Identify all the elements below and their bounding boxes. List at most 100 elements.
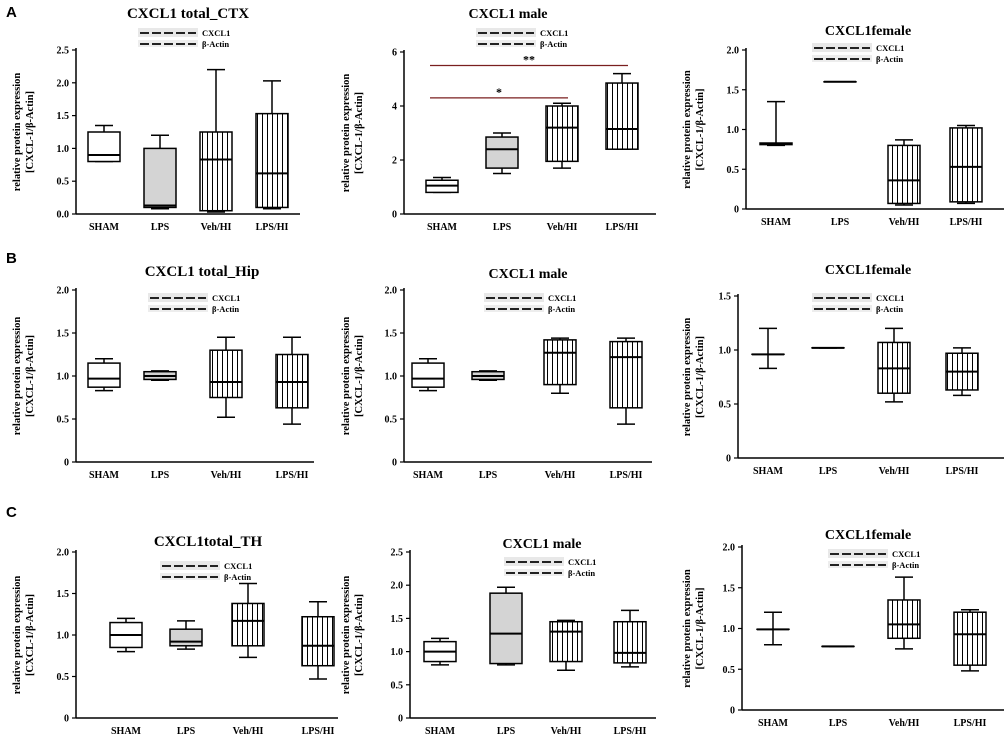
y-tick-label: 1.0 xyxy=(719,346,732,357)
box-lps-hi xyxy=(613,609,647,668)
blot-label-cxcl1: CXCL1 xyxy=(876,293,904,303)
y-tick-label: 1.0 xyxy=(57,372,70,383)
box-iqr xyxy=(545,105,579,163)
y-tick-label: 0 xyxy=(64,714,69,725)
box-sham xyxy=(87,124,121,163)
chart-title: CXCL1 male xyxy=(503,537,582,552)
box-lps-hi xyxy=(255,80,289,210)
x-category-label: Veh/HI xyxy=(547,222,578,233)
x-category-label: Veh/HI xyxy=(545,470,576,481)
blot-label-actin: β-Actin xyxy=(202,39,229,49)
y-axis-label: relative protein expression [CXCL-1/β-Act… xyxy=(682,569,706,688)
box-veh-hi xyxy=(209,336,243,419)
y-tick-label: 0 xyxy=(734,205,739,216)
y-axis-label: relative protein expression [CXCL-1/β-Act… xyxy=(682,318,706,437)
box-lps xyxy=(143,134,177,210)
box-sham xyxy=(411,358,445,392)
x-category-label: LPS/HI xyxy=(276,470,309,481)
x-category-label: SHAM xyxy=(89,222,120,233)
box-lps-hi xyxy=(605,72,639,150)
box-veh-hi xyxy=(887,139,921,206)
significance-marker: ** xyxy=(523,53,535,67)
chart-title: CXCL1female xyxy=(825,263,911,278)
x-category-label: LPS/HI xyxy=(954,718,987,729)
y-tick-label: 6 xyxy=(392,48,397,59)
y-tick-label: 1.0 xyxy=(57,631,70,642)
box-iqr xyxy=(199,131,233,212)
x-category-label: LPS xyxy=(497,726,516,737)
y-tick-label: 1.5 xyxy=(57,111,70,122)
box-iqr xyxy=(231,602,265,647)
box-veh-hi xyxy=(231,582,265,659)
x-category-label: LPS xyxy=(831,217,850,228)
y-axis-label-line1: relative protein expression xyxy=(682,70,693,189)
blot-label-cxcl1: CXCL1 xyxy=(876,43,904,53)
blot-label-actin: β-Actin xyxy=(224,572,251,582)
box-veh-hi xyxy=(877,327,911,403)
y-tick-label: 4 xyxy=(392,102,397,113)
x-category-label: LPS xyxy=(479,470,498,481)
box-iqr xyxy=(887,599,921,640)
x-category-label: Veh/HI xyxy=(879,466,910,477)
box-sham xyxy=(87,358,121,392)
chart-title: CXCL1female xyxy=(825,528,911,543)
y-axis-label: relative protein expression [CXCL-1/β-Act… xyxy=(12,317,36,436)
y-axis-label: relative protein expression [CXCL-1/β-Act… xyxy=(341,317,365,436)
box-iqr xyxy=(143,147,177,209)
y-tick-label: 1.0 xyxy=(385,372,398,383)
blot-label-cxcl1: CXCL1 xyxy=(212,293,240,303)
blot-label-actin: β-Actin xyxy=(568,568,595,578)
y-axis-label-line1: relative protein expression xyxy=(12,576,23,695)
y-tick-label: 0 xyxy=(392,210,397,221)
box-sham xyxy=(759,100,793,147)
box-sham xyxy=(751,327,785,370)
panel-label-a: A xyxy=(6,4,17,21)
y-tick-label: 0.5 xyxy=(57,672,70,683)
box-iqr xyxy=(489,592,523,665)
y-tick-label: 1.5 xyxy=(719,292,732,303)
y-tick-label: 2.0 xyxy=(723,543,736,554)
box-veh-hi xyxy=(199,68,233,213)
y-axis-label-line1: relative protein expression xyxy=(341,576,352,695)
box-iqr xyxy=(255,112,289,209)
y-tick-label: 2.0 xyxy=(385,286,398,297)
box-lps-hi xyxy=(301,601,335,680)
blot-label-actin: β-Actin xyxy=(892,560,919,570)
y-axis-label: relative protein expression [CXCL-1/β-Act… xyxy=(341,74,365,193)
y-tick-label: 0.5 xyxy=(727,165,740,176)
x-category-label: SHAM xyxy=(425,726,456,737)
y-tick-label: 2 xyxy=(392,156,397,167)
box-lps-hi xyxy=(945,347,979,397)
x-category-label: SHAM xyxy=(413,470,444,481)
x-category-label: Veh/HI xyxy=(889,718,920,729)
chart-title: CXCL1 total_Hip xyxy=(145,264,260,280)
box-iqr xyxy=(87,362,121,388)
x-category-label: LPS/HI xyxy=(614,726,647,737)
y-axis-label-line1: relative protein expression xyxy=(12,73,23,192)
box-iqr xyxy=(543,339,577,386)
y-axis-label: relative protein expression [CXCL-1/β-Act… xyxy=(12,73,36,192)
x-category-label: LPS xyxy=(177,726,196,737)
x-category-label: Veh/HI xyxy=(889,217,920,228)
chart-title: CXCL1total_TH xyxy=(154,534,263,550)
y-tick-label: 1.0 xyxy=(391,647,404,658)
x-category-label: LPS/HI xyxy=(946,466,979,477)
box-veh-hi xyxy=(549,619,583,671)
y-axis-label-line2: [CXCL-1/β-Actin] xyxy=(25,91,36,173)
y-axis-label-line1: relative protein expression xyxy=(12,317,23,436)
chart-title: CXCL1 male xyxy=(489,267,568,282)
y-axis-label-line2: [CXCL-1/β-Actin] xyxy=(354,92,365,174)
x-category-label: LPS xyxy=(819,466,838,477)
y-tick-label: 0 xyxy=(64,458,69,469)
y-tick-label: 0.5 xyxy=(719,400,732,411)
x-category-label: SHAM xyxy=(427,222,458,233)
